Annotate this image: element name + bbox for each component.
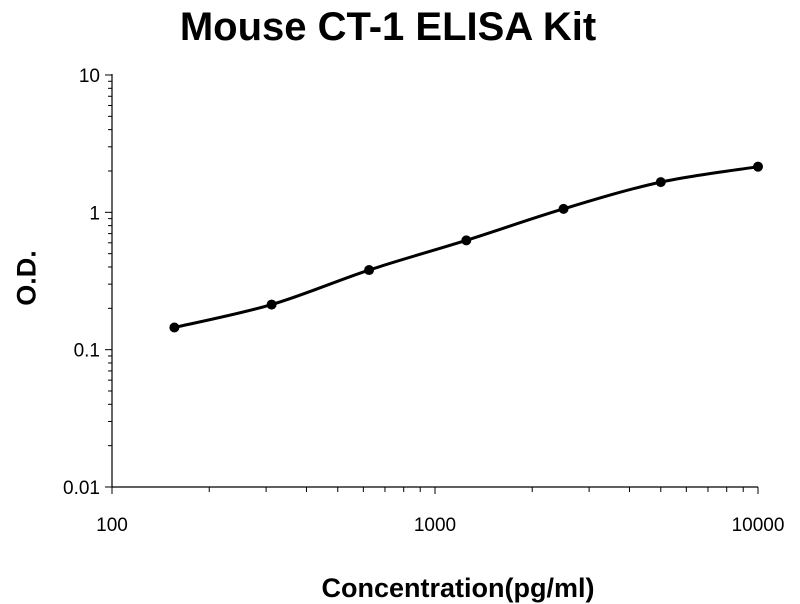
- axis-ticks: [105, 74, 759, 494]
- tick-labels: 0.01 0.1 1 10 100 1000 10000: [63, 66, 784, 536]
- x-tick-label: 100: [96, 515, 128, 536]
- x-tick-label: 1000: [414, 515, 456, 536]
- y-tick-label: 0.01: [63, 478, 100, 499]
- data-point: [461, 235, 472, 246]
- x-tick-label: 10000: [732, 515, 785, 536]
- series-line: [174, 165, 759, 329]
- data-point: [169, 322, 180, 333]
- data-point: [364, 265, 375, 276]
- y-tick-label: 10: [79, 66, 100, 87]
- data-point: [655, 177, 666, 188]
- chart-title: Mouse CT-1 ELISA Kit: [179, 5, 597, 49]
- data-point: [753, 161, 763, 172]
- y-tick-label: 0.1: [74, 341, 100, 362]
- series-layer: [169, 161, 763, 333]
- y-tick-label: 1: [89, 203, 100, 224]
- data-point: [266, 299, 277, 310]
- axes: [111, 74, 758, 488]
- x-axis-title: Concentration(pg/ml): [321, 573, 595, 603]
- data-point: [558, 203, 569, 214]
